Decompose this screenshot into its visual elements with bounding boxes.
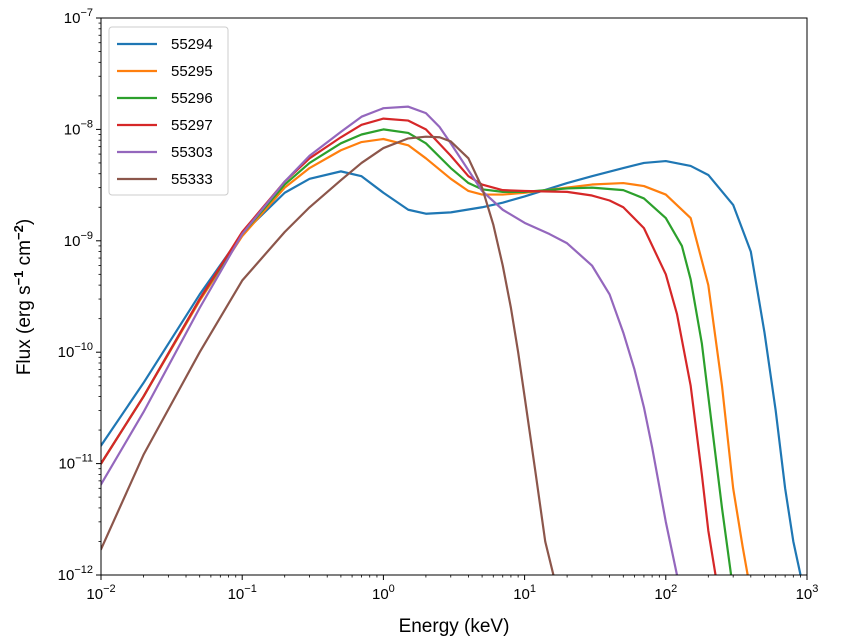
y-tick-label: 10−7: [64, 7, 93, 27]
x-tick-label: 10−2: [86, 583, 115, 603]
y-axis-label-part: ): [14, 219, 35, 225]
y-axis-label-part: Flux (erg s: [14, 285, 35, 375]
tick-exponent: −9: [80, 230, 93, 242]
series-layer: [101, 105, 802, 575]
tick-base: 10: [58, 567, 75, 584]
tick-exponent: −1: [244, 583, 257, 595]
y-tick-label: 10−10: [58, 341, 93, 361]
legend-label-55296: 55296: [171, 90, 213, 107]
x-tick-label: 10−1: [228, 583, 257, 603]
y-tick-label: 10−11: [58, 453, 93, 473]
tick-exponent: 0: [389, 583, 395, 595]
legend-label-55333: 55333: [171, 171, 213, 188]
x-tick-label: 100: [372, 583, 395, 603]
tick-base: 10: [64, 233, 81, 250]
series-line-55294: [101, 159, 802, 575]
tick-exponent: −12: [74, 564, 93, 576]
series-line-55333: [101, 135, 555, 575]
tick-exponent: 2: [671, 583, 677, 595]
x-tick-labels: 10−2 10−1 100 101 102 103: [86, 583, 818, 603]
x-tick-label: 101: [513, 583, 536, 603]
x-tick-label: 103: [796, 583, 819, 603]
x-tick-label: 102: [654, 583, 677, 603]
tick-exponent: −2: [103, 583, 116, 595]
tick-base: 10: [372, 586, 389, 603]
tick-exponent: −10: [74, 341, 93, 353]
tick-base: 10: [64, 121, 81, 138]
y-axis-label-sup: −2: [11, 225, 26, 240]
tick-exponent: −7: [80, 7, 93, 19]
y-tick-label: 10−9: [64, 230, 93, 250]
tick-base: 10: [796, 586, 813, 603]
ticks-layer: [96, 17, 808, 580]
legend-label-55294: 55294: [171, 36, 213, 53]
tick-base: 10: [654, 586, 671, 603]
series-line-55295: [101, 137, 749, 575]
tick-exponent: 1: [530, 583, 536, 595]
y-tick-label: 10−8: [64, 118, 93, 138]
tick-base: 10: [64, 10, 81, 27]
tick-base: 10: [86, 586, 103, 603]
tick-exponent: −8: [80, 118, 93, 130]
tick-base: 10: [228, 586, 245, 603]
legend: 55294 55295 55296 55297 55303 55333: [108, 26, 229, 196]
tick-base: 10: [58, 456, 75, 473]
legend-label-55303: 55303: [171, 144, 213, 161]
series-line-55303: [101, 105, 679, 575]
legend-label-55297: 55297: [171, 117, 213, 134]
y-tick-label: 10−12: [58, 564, 93, 584]
y-axis-label-part: cm: [14, 240, 35, 271]
tick-exponent: 3: [812, 583, 818, 595]
y-axis-label: Flux (erg s−1 cm−2): [11, 219, 36, 375]
tick-base: 10: [58, 344, 75, 361]
legend-label-55295: 55295: [171, 63, 213, 80]
x-axis-label: Energy (keV): [399, 616, 510, 637]
tick-base: 10: [513, 586, 530, 603]
y-axis-label-sup: −1: [11, 271, 26, 286]
tick-exponent: −11: [75, 453, 93, 465]
plot-frame: [100, 17, 808, 576]
